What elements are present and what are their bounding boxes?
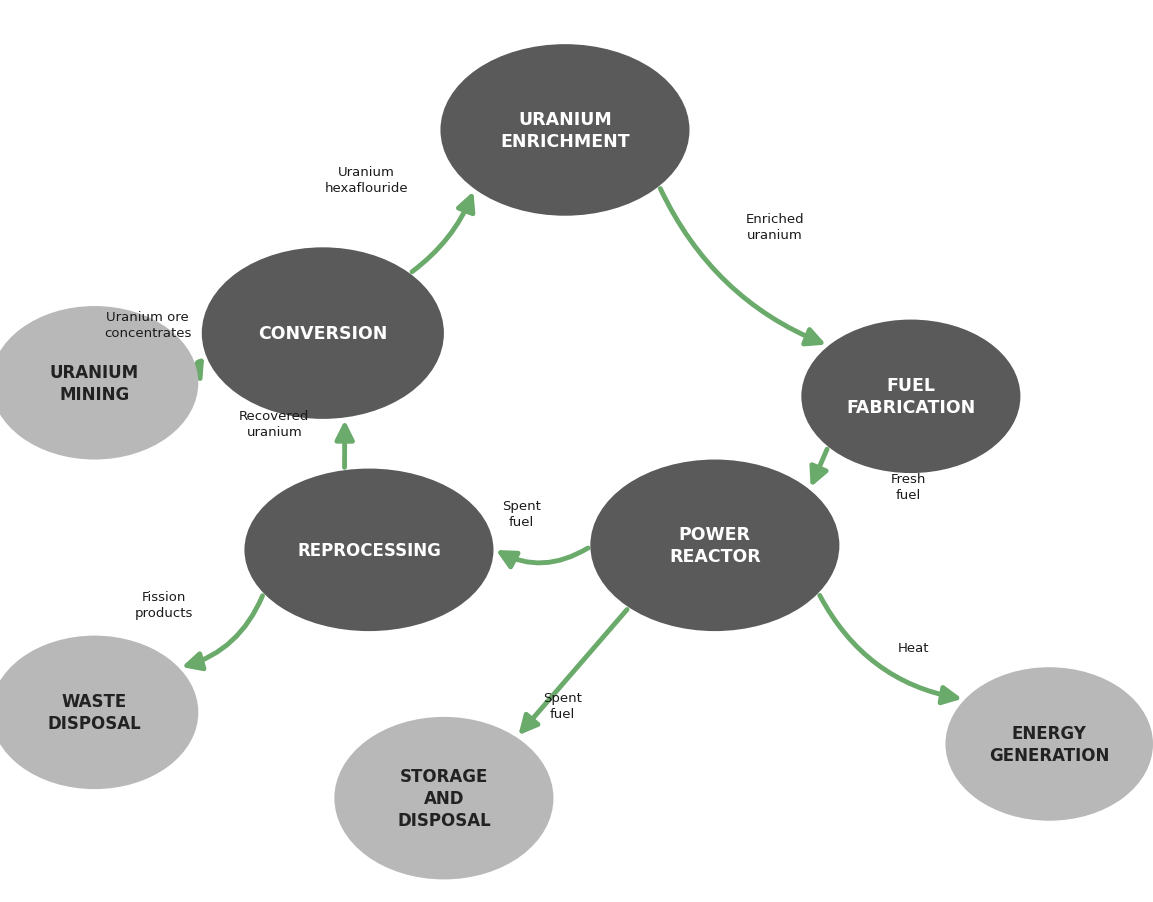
Text: URANIUM
MINING: URANIUM MINING <box>50 364 140 403</box>
Text: Enriched
uranium: Enriched uranium <box>746 213 804 242</box>
Text: STORAGE
AND
DISPOSAL: STORAGE AND DISPOSAL <box>397 767 491 830</box>
Text: Heat: Heat <box>897 641 929 654</box>
Ellipse shape <box>440 45 689 216</box>
Text: Uranium
hexaflouride: Uranium hexaflouride <box>325 166 408 195</box>
Text: Uranium ore
concentrates: Uranium ore concentrates <box>104 310 191 339</box>
Text: Fresh
fuel: Fresh fuel <box>891 473 926 502</box>
Text: Fission
products: Fission products <box>135 590 193 619</box>
Text: ENERGY
GENERATION: ENERGY GENERATION <box>989 724 1109 764</box>
Ellipse shape <box>590 460 839 631</box>
Text: Recovered
uranium: Recovered uranium <box>239 410 310 438</box>
Ellipse shape <box>244 469 493 631</box>
Ellipse shape <box>334 717 553 879</box>
Ellipse shape <box>0 636 198 789</box>
Text: Spent
fuel: Spent fuel <box>502 500 541 529</box>
Text: POWER
REACTOR: POWER REACTOR <box>669 526 761 566</box>
Text: URANIUM
ENRICHMENT: URANIUM ENRICHMENT <box>500 111 630 151</box>
Text: Spent
fuel: Spent fuel <box>543 691 582 720</box>
Text: CONVERSION: CONVERSION <box>258 325 387 343</box>
Ellipse shape <box>202 248 444 419</box>
Ellipse shape <box>0 307 198 460</box>
Text: REPROCESSING: REPROCESSING <box>297 541 440 559</box>
Ellipse shape <box>801 320 1020 474</box>
Text: FUEL
FABRICATION: FUEL FABRICATION <box>846 377 975 417</box>
Ellipse shape <box>945 667 1153 821</box>
Text: WASTE
DISPOSAL: WASTE DISPOSAL <box>47 693 142 732</box>
